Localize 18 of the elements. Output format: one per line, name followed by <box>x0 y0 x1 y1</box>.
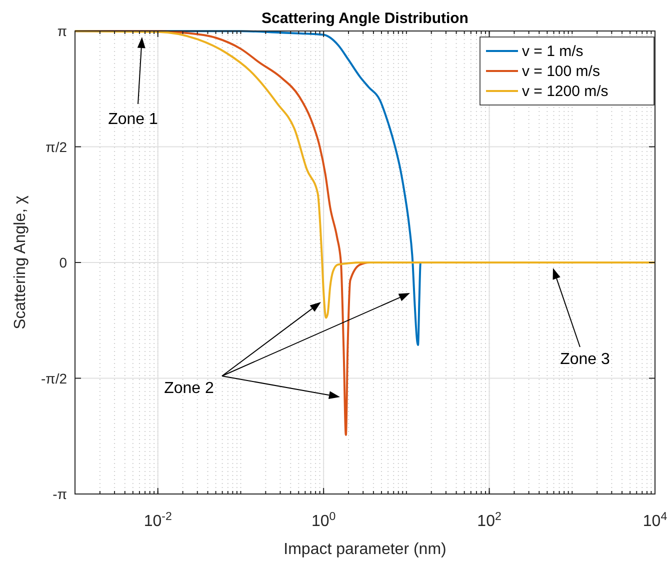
annotation: Zone 2 <box>164 380 214 397</box>
legend-label: v = 1 m/s <box>522 43 584 60</box>
chart-title: Scattering Angle Distribution <box>262 10 468 27</box>
y-axis-title: Scattering Angle, χ <box>12 194 29 330</box>
x-axis-title: Impact parameter (nm) <box>284 541 446 558</box>
x-tick-label: 10$^{0}$ <box>311 511 336 530</box>
x-tick-label: 10$^{4}$ <box>642 511 668 530</box>
x-tick-label: 10$^{-2}$ <box>144 511 172 530</box>
annotation: Zone 3 <box>560 351 610 368</box>
y-tick-label: π/2 <box>46 138 68 155</box>
y-tick-label: -π <box>52 486 68 502</box>
x-tick-label: 10$^{2}$ <box>477 511 502 530</box>
legend-label: v = 100 m/s <box>522 63 600 80</box>
legend-label: v = 1200 m/s <box>522 83 608 100</box>
y-tick-label: π <box>57 23 68 39</box>
y-tick-label: 0 <box>59 254 68 270</box>
y-tick-label: -π/2 <box>41 370 68 386</box>
annotation: Zone 1 <box>108 111 158 128</box>
